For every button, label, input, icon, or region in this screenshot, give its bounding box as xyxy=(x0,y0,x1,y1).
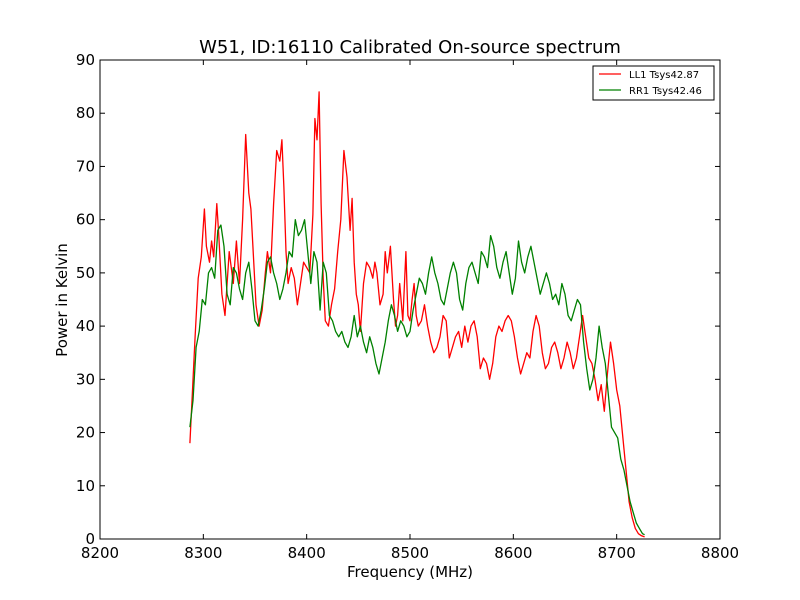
y-tick-label: 60 xyxy=(76,211,95,229)
x-tick-label: 8400 xyxy=(288,544,326,562)
x-tick-label: 8700 xyxy=(598,544,636,562)
y-tick-label: 50 xyxy=(76,264,95,282)
y-tick-label: 40 xyxy=(76,317,95,335)
x-tick-label: 8800 xyxy=(701,544,739,562)
y-tick-label: 90 xyxy=(76,51,95,69)
legend-box xyxy=(592,65,715,101)
series-line-rr1 xyxy=(189,219,645,536)
y-tick-label: 80 xyxy=(76,104,95,122)
legend-label-rr1: RR1 Tsys42.46 xyxy=(629,86,702,97)
x-tick-label: 8200 xyxy=(81,544,119,562)
y-axis-label: Power in Kelvin xyxy=(53,243,71,357)
x-axis-label: Frequency (MHz) xyxy=(347,563,473,581)
chart-title: W51, ID:16110 Calibrated On-source spect… xyxy=(199,37,621,58)
y-tick-label: 20 xyxy=(76,424,95,442)
legend-label-ll1: LL1 Tsys42.87 xyxy=(629,70,699,81)
ticks-layer: 8200 8300 8400 8500 8600 8700 8800 0 10 20 30 40 50 6… xyxy=(76,51,739,562)
y-tick-label: 70 xyxy=(76,157,95,175)
y-tick-label: 30 xyxy=(76,370,95,388)
x-tick-label: 8600 xyxy=(494,544,532,562)
x-tick-label: 8500 xyxy=(391,544,429,562)
series-layer xyxy=(189,91,645,538)
legend: LL1 Tsys42.87 RR1 Tsys42.46 xyxy=(592,65,715,101)
y-tick-label: 0 xyxy=(85,530,95,548)
x-tick-label: 8300 xyxy=(184,544,222,562)
series-line-ll1 xyxy=(189,91,645,538)
y-tick-label: 10 xyxy=(76,477,95,495)
